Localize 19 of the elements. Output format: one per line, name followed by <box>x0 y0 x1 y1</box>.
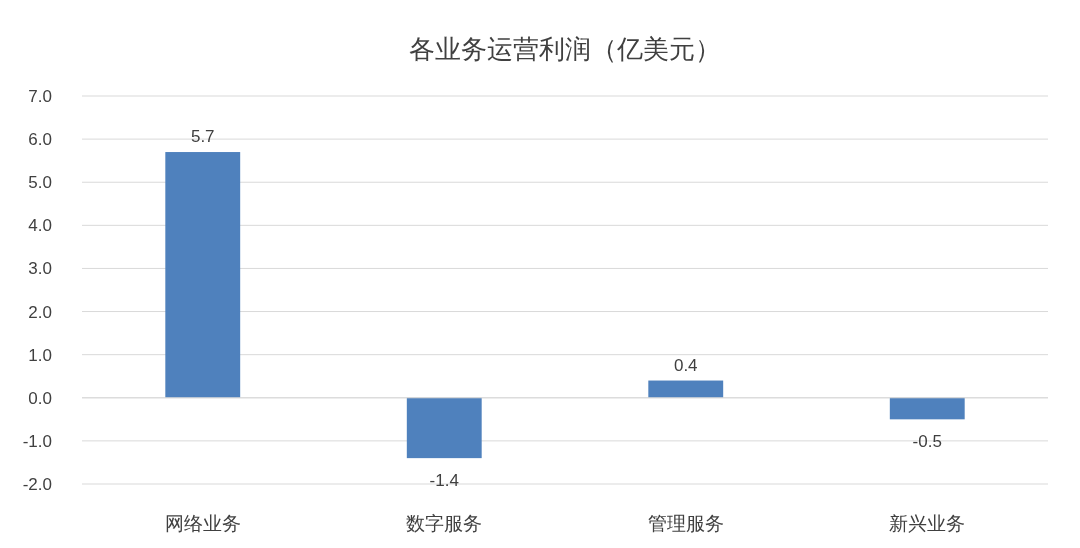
ytick: 5.0 <box>28 173 52 193</box>
ytick: 1.0 <box>28 345 52 365</box>
ytick: -2.0 <box>22 475 52 494</box>
ytick: 6.0 <box>28 130 52 150</box>
data-label: 0.4 <box>673 355 698 375</box>
data-label: -1.4 <box>429 471 459 491</box>
ytick: 0.0 <box>28 388 52 408</box>
xtick: 网络业务 <box>164 513 241 534</box>
xtick: 管理服务 <box>647 513 724 534</box>
title: 各业务运营利润（亿美元） <box>409 34 721 64</box>
xtick: 新兴业务 <box>889 513 966 534</box>
ytick: 4.0 <box>28 216 52 236</box>
ytick: 3.0 <box>28 259 52 279</box>
xtick: 数字服务 <box>406 513 483 534</box>
data-label: -0.5 <box>912 432 942 452</box>
ytick: 2.0 <box>28 302 52 322</box>
ytick: 7.0 <box>28 87 52 106</box>
data-label: 5.7 <box>190 127 215 147</box>
ytick: -1.0 <box>22 431 52 451</box>
